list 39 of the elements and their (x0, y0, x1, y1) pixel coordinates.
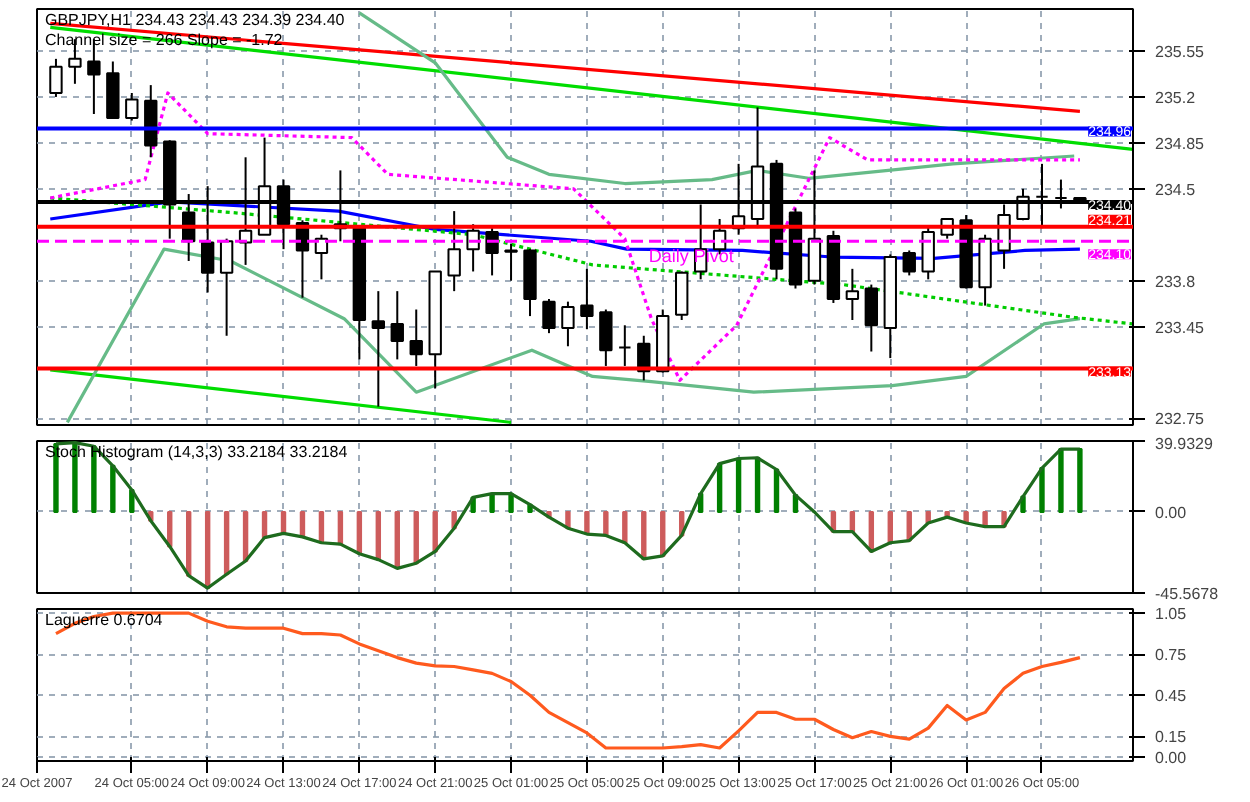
y-tick-label: 233.8 (1155, 272, 1197, 291)
candlestick (921, 225, 935, 281)
y-tick-label: 0.45 (1155, 687, 1188, 706)
candlestick (447, 210, 461, 293)
candlestick (864, 283, 879, 353)
candlestick (618, 324, 632, 367)
candlestick (561, 300, 575, 348)
candlestick (542, 298, 556, 335)
candlestick (580, 267, 594, 331)
candlestick (845, 267, 860, 322)
y-tick-label: 0.15 (1155, 728, 1188, 747)
chart-title: GBPJPY,H1 234.43 234.43 234.39 234.40 (45, 11, 346, 29)
y-tick-label: 0.00 (1155, 748, 1188, 767)
candlestick (49, 57, 63, 98)
y-tick-label: 235.2 (1155, 88, 1197, 107)
y-tick-label: 234.85 (1155, 134, 1206, 153)
candlestick (675, 270, 689, 322)
candlestick (125, 91, 139, 122)
candlestick (106, 60, 120, 119)
candlestick (219, 237, 234, 337)
y-tick-label: 234.5 (1155, 180, 1197, 199)
candlestick (390, 290, 404, 361)
candlestick (485, 227, 499, 277)
candlestick (371, 290, 385, 408)
y-tick-label: 1.05 (1155, 605, 1188, 624)
y-tick-label: 0.00 (1155, 503, 1188, 522)
candlestick (466, 223, 480, 273)
y-tick-label: -45.5678 (1155, 585, 1220, 603)
candlestick (902, 249, 916, 277)
y-tick-label: 232.75 (1155, 410, 1206, 429)
line-series (357, 11, 1076, 186)
y-tick-label: 233.45 (1155, 318, 1206, 337)
y-tick-label: 39.9329 (1155, 435, 1214, 453)
y-tick-label: 235.55 (1155, 42, 1206, 61)
candlestick (409, 308, 423, 367)
y-tick-label: 0.75 (1155, 646, 1188, 665)
candlestick (504, 242, 518, 282)
candlestick (599, 308, 613, 367)
line-series (48, 196, 1133, 326)
